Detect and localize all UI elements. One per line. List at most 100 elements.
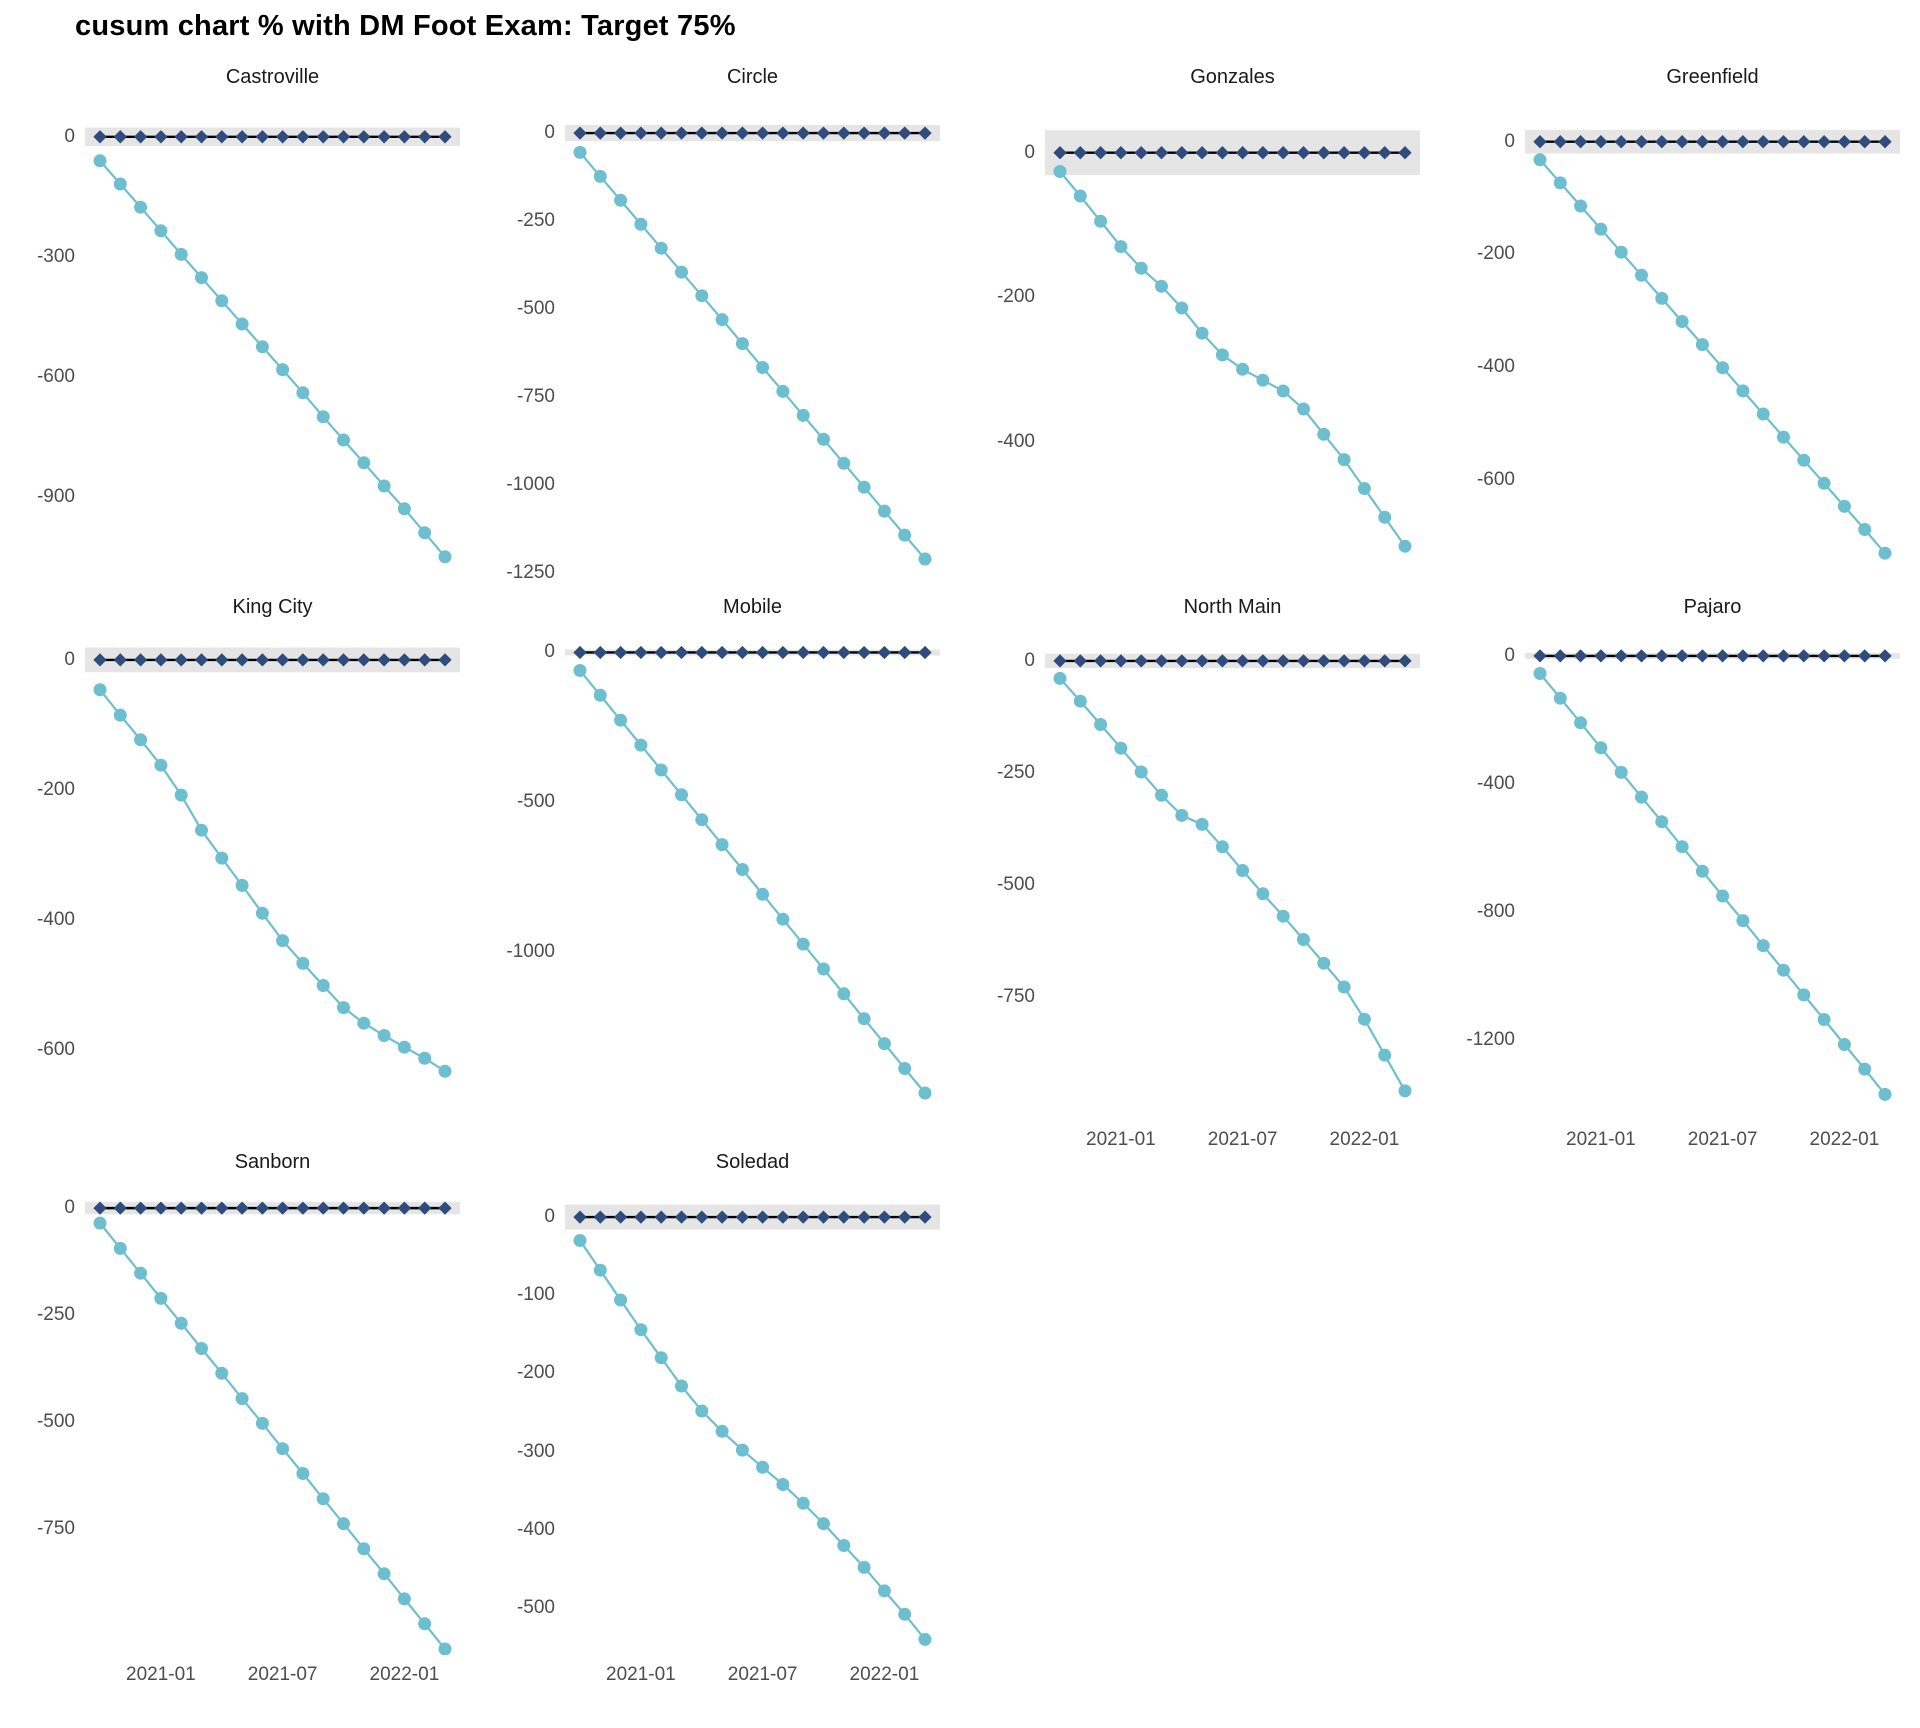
cusum-point xyxy=(1094,718,1108,731)
cusum-point xyxy=(1736,384,1750,398)
reference-point xyxy=(275,653,290,667)
cusum-point xyxy=(1635,268,1648,282)
reference-point xyxy=(877,1210,892,1224)
cusum-point xyxy=(134,200,148,214)
cusum-point xyxy=(134,733,148,747)
cusum-point xyxy=(438,550,452,564)
y-axis: 0 -100 -200 -300 -400 -500 xyxy=(480,1185,565,1655)
cusum-point xyxy=(418,1617,432,1631)
cusum-point xyxy=(1053,671,1067,685)
reference-point xyxy=(377,130,391,144)
cusum-point xyxy=(276,363,290,377)
x-tick-label: 2022-01 xyxy=(849,1664,920,1685)
cusum-point xyxy=(1378,510,1392,524)
cusum-point xyxy=(654,1351,668,1365)
y-tick-label: -250 xyxy=(996,761,1035,783)
cusum-point xyxy=(296,956,310,970)
cusum-point xyxy=(735,1443,749,1457)
reference-point xyxy=(1776,135,1791,149)
cusum-point xyxy=(215,1366,229,1380)
cusum-point xyxy=(1675,315,1689,328)
cusum-point xyxy=(1236,362,1250,376)
facet-plot: 0 -200 -400 -600 xyxy=(1440,100,1920,578)
cusum-point xyxy=(1215,348,1229,362)
facet-plot: 0 -100 -200 -300 -400 -500 xyxy=(480,1185,960,1655)
y-tick-label: -1000 xyxy=(506,474,555,496)
cusum-point xyxy=(776,912,790,926)
y-tick-label: 0 xyxy=(1024,141,1035,163)
x-tick-label: 2021-01 xyxy=(126,1664,196,1685)
reference-point xyxy=(174,130,188,144)
reference-point xyxy=(634,1210,648,1224)
cusum-point xyxy=(1398,539,1412,553)
facet-king-city: King City 0 -200 -400 -600 xyxy=(0,585,480,1140)
reference-point xyxy=(1154,654,1169,668)
cusum-point xyxy=(756,1460,770,1474)
cusum-point xyxy=(1357,1012,1371,1026)
y-tick-label: -400 xyxy=(1476,772,1515,794)
cusum-point xyxy=(877,504,891,518)
y-tick-label: 0 xyxy=(1504,130,1515,152)
y-tick-label: -200 xyxy=(36,778,75,800)
y-axis: 0 -250 -500 -750 xyxy=(0,1185,85,1655)
cusum-points xyxy=(573,145,932,566)
reference-point xyxy=(215,653,229,667)
reference-points xyxy=(93,130,452,144)
reference-point xyxy=(735,1210,750,1224)
reference-point xyxy=(1634,135,1649,149)
cusum-point xyxy=(316,410,330,424)
reference-points xyxy=(573,1210,932,1224)
cusum-point xyxy=(337,1001,350,1015)
cusum-point xyxy=(195,271,208,285)
cusum-point xyxy=(276,1442,290,1456)
y-tick-label: -500 xyxy=(516,1597,555,1619)
y-tick-label: -1000 xyxy=(506,941,555,963)
cusum-point xyxy=(93,683,107,697)
reference-point xyxy=(715,645,729,660)
cusum-point xyxy=(1756,939,1770,953)
cusum-point xyxy=(1533,153,1547,167)
reference-point xyxy=(776,1210,790,1224)
reference-point xyxy=(816,645,831,660)
reference-point xyxy=(877,645,892,660)
cusum-point xyxy=(134,1266,148,1280)
reference-point xyxy=(357,130,371,144)
cusum-point xyxy=(1357,482,1371,495)
reference-point xyxy=(1093,146,1108,160)
reference-point xyxy=(593,1210,607,1224)
y-axis: 0 -250 -500 -750 -1000 -1250 xyxy=(480,100,565,583)
y-tick-label: -250 xyxy=(36,1304,75,1326)
reference-point xyxy=(1594,649,1608,663)
cusum-point xyxy=(1777,963,1790,977)
facet-grid: Castroville 0 -300 -600 -900 Circle 0 -250 -5… xyxy=(0,55,1920,1695)
cusum-point xyxy=(593,1263,607,1277)
reference-point xyxy=(1573,649,1588,663)
cusum-point xyxy=(1236,864,1250,877)
y-axis: 0 -300 -600 -900 xyxy=(0,100,85,578)
cusum-point xyxy=(1675,840,1689,854)
cusum-point xyxy=(1114,240,1128,254)
cusum-point xyxy=(796,408,810,422)
y-tick-label: -750 xyxy=(36,1518,75,1540)
chart-panel xyxy=(85,1185,460,1655)
y-tick-label: -500 xyxy=(516,791,555,813)
facet-plot: 0 -250 -500 -750 xyxy=(960,630,1440,1120)
cusum-point xyxy=(377,479,391,493)
y-tick-label: -400 xyxy=(516,1518,555,1540)
chart-panel xyxy=(1045,630,1420,1120)
cusum-line xyxy=(1539,672,1886,1096)
cusum-point xyxy=(397,1040,411,1054)
cusum-point xyxy=(195,1342,208,1355)
reference-point xyxy=(1736,649,1750,663)
y-tick-label: 0 xyxy=(544,1206,555,1228)
cusum-point xyxy=(1878,1087,1892,1101)
x-axis: 2021-01 2021-07 2022-01 xyxy=(565,1655,940,1697)
cusum-point xyxy=(397,1592,411,1606)
reference-point xyxy=(1675,649,1689,663)
cusum-point xyxy=(1317,956,1331,970)
cusum-point xyxy=(1655,291,1669,305)
cusum-point xyxy=(1695,338,1709,352)
cusum-point xyxy=(377,1029,391,1042)
cusum-point xyxy=(776,384,790,398)
cusum-point xyxy=(1858,1062,1872,1076)
